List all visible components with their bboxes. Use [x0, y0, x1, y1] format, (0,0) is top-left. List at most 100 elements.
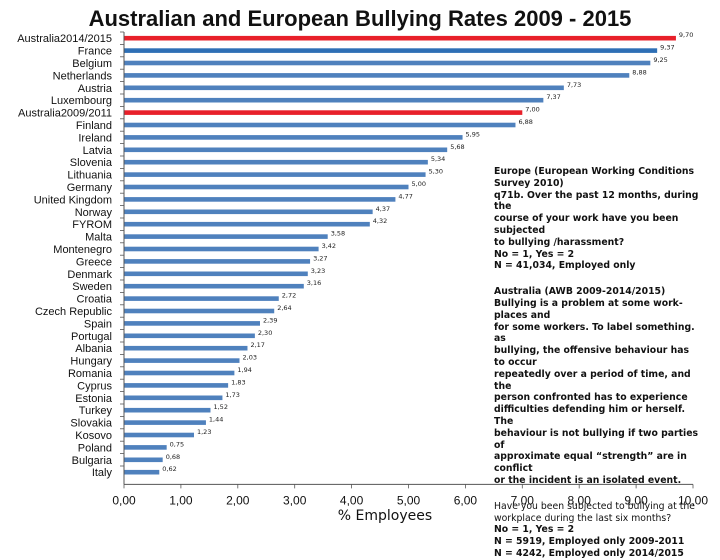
notes-panel: Europe (European Working Conditions Surve… [494, 166, 702, 560]
bars-group [124, 35, 676, 475]
value-label: 6,88 [518, 118, 532, 126]
value-label: 2,03 [243, 354, 257, 362]
bar-romania [124, 370, 235, 376]
category-label: Ireland [78, 132, 112, 144]
australia-note-line: for some workers. To label something. as [494, 321, 695, 345]
australia-note-line: person confronted has to experience [494, 392, 688, 404]
category-label: Turkey [79, 405, 113, 417]
x-tick-label: 8,00 [568, 493, 592, 507]
category-label: Finland [76, 120, 112, 132]
bar-netherlands [124, 73, 630, 78]
value-label: 2,39 [263, 316, 277, 324]
category-label: Montenegro [53, 244, 112, 256]
category-label: Estonia [75, 393, 113, 405]
category-label: Malta [85, 232, 113, 244]
category-labels: Australia2014/2015FranceBelgiumNetherlan… [17, 33, 113, 479]
category-label: Austria [78, 83, 113, 95]
bar-kosovo [124, 432, 194, 438]
x-tick-label: 7,00 [511, 493, 535, 507]
australia-note-line: bullying, the offensive behaviour has to… [494, 345, 690, 368]
bar-norway [124, 209, 373, 215]
value-label: 1,23 [197, 428, 211, 436]
category-label: Luxembourg [51, 95, 112, 107]
category-label: Australia2009/2011 [18, 108, 112, 120]
australia-note-line: repeatedly over a period of time, and th… [494, 368, 691, 392]
category-label: FYROM [72, 219, 112, 231]
x-tick-label: 3,00 [283, 493, 307, 507]
australia-note-line: Bullying is a problem at some work-place… [494, 297, 683, 321]
category-label: Germany [67, 182, 113, 194]
question-note-line: No = 1, Yes = 2 [494, 524, 575, 536]
value-label: 4,77 [398, 192, 412, 200]
category-label: Hungary [70, 356, 112, 368]
bar-estonia [124, 395, 223, 401]
value-label: 5,00 [412, 180, 426, 188]
x-tick-label: 9,00 [624, 493, 648, 507]
category-label: Croatia [77, 294, 113, 306]
x-axis-label: % Employees [338, 508, 432, 524]
value-label: 3,42 [322, 242, 336, 250]
europe-note-line: No = 1, Yes = 2 [494, 248, 575, 260]
question-note-line: N = 4242, Employed only 2014/2015 [494, 547, 684, 559]
europe-note-line: N = 41,034, Employed only [494, 260, 636, 272]
value-label: 2,30 [258, 329, 272, 337]
category-label: Cyprus [77, 380, 112, 392]
bar-france [124, 48, 658, 53]
chart-title: Australian and European Bullying Rates 2… [88, 6, 632, 31]
australia-note-line: or the incident is an isolated event. [494, 474, 682, 486]
x-tick-label: 10,00 [678, 493, 708, 507]
bar-united-kingdom [124, 197, 396, 202]
value-label: 4,37 [376, 205, 390, 213]
category-label: Bulgaria [72, 455, 113, 467]
x-tick-label: 1,00 [169, 493, 193, 507]
bar-czech-republic [124, 308, 275, 314]
bar-malta [124, 234, 328, 239]
question-note-line: workplace during the last six months? [494, 512, 672, 524]
value-label: 9,70 [679, 31, 693, 39]
x-tick-label: 2,00 [226, 493, 250, 507]
category-label: Albania [75, 343, 113, 355]
category-label: Lithuania [67, 170, 113, 182]
bar-slovakia [124, 420, 206, 425]
value-label: 1,44 [209, 416, 223, 424]
category-label: Australia2014/2015 [17, 33, 112, 45]
category-label: France [78, 46, 112, 58]
value-label: 3,16 [307, 279, 321, 287]
category-label: Slovenia [70, 157, 113, 169]
question-note-line: N = 5919, Employed only 2009-2011 [494, 536, 685, 548]
bar-fyrom [124, 221, 370, 227]
value-label: 7,37 [546, 93, 560, 101]
category-label: Greece [76, 256, 112, 268]
value-labels: 9,70 9,37 9,25 8,88 7,73 7,37 7,00 6,88 5,955,68… [162, 31, 693, 473]
bar-chart: Australia2014/2015FranceBelgiumNetherlan… [17, 31, 708, 524]
value-label: 0,62 [162, 465, 176, 473]
australia-note-line: Australia (AWB 2009-2014/2015) [494, 286, 666, 298]
value-label: 7,73 [567, 81, 581, 89]
bar-germany [124, 184, 409, 190]
x-tick-labels: 0,00 1,00 2,00 3,00 4,00 5,00 6,00 7,00 8,00 9,00… [112, 493, 708, 507]
x-tick-label: 6,00 [454, 493, 478, 507]
bar-australia2014-2015 [124, 35, 676, 41]
category-label: Norway [75, 207, 113, 219]
value-label: 2,17 [250, 341, 264, 349]
europe-note-line: Survey 2010) [494, 177, 564, 189]
value-label: 4,32 [373, 217, 387, 225]
bar-finland [124, 122, 516, 128]
australia-note-line: approximate equal “strength” are in conf… [494, 451, 687, 475]
bar-montenegro [124, 246, 319, 252]
australia-note: Australia (AWB 2009-2014/2015) Bullying i… [494, 286, 702, 487]
bar-luxembourg [124, 97, 544, 103]
value-label: 1,52 [213, 403, 227, 411]
bar-greece [124, 259, 311, 264]
value-label: 3,27 [313, 254, 327, 262]
value-label: 1,94 [237, 366, 251, 374]
value-label: 9,25 [653, 56, 667, 64]
bar-cyprus [124, 383, 229, 388]
value-label: 5,34 [431, 155, 445, 163]
bar-denmark [124, 271, 308, 277]
bar-spain [124, 321, 260, 326]
bar-poland [124, 445, 167, 450]
value-label: 7,00 [525, 106, 539, 114]
bar-turkey [124, 407, 211, 413]
x-tick-label: 5,00 [397, 493, 421, 507]
